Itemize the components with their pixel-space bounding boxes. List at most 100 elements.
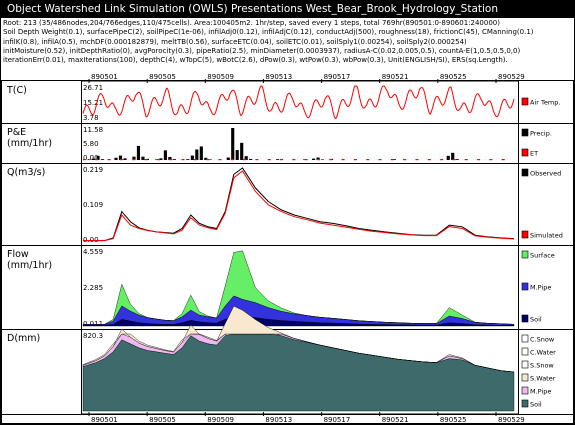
et-mark (267, 159, 271, 161)
precip-bar (91, 158, 96, 160)
et-mark (341, 159, 345, 161)
precip-bar (159, 158, 163, 160)
y-tick-label: 0.109 (83, 201, 103, 209)
precip-bar (163, 150, 167, 160)
et-mark (156, 159, 160, 161)
legend-label: Simulated (530, 232, 563, 240)
precip-bar (244, 156, 248, 160)
legend-label: Air Temp. (530, 99, 560, 107)
et-mark (230, 159, 234, 161)
legend-label: Precip. (530, 130, 552, 138)
legend-swatch (521, 373, 529, 382)
et-mark (255, 159, 259, 161)
legend-swatch (521, 282, 529, 291)
et-mark (83, 159, 86, 161)
series-observed (83, 167, 515, 242)
x-tick-label: 890517 (324, 416, 351, 424)
et-mark (292, 159, 296, 161)
precip-bar (141, 156, 145, 160)
et-mark (132, 159, 136, 161)
et-mark (119, 159, 123, 161)
et-mark (464, 159, 468, 161)
y-tick-label: 0.00 (83, 236, 99, 244)
panel-ylabel: Flow (7, 249, 29, 260)
precip-bar (190, 155, 194, 160)
y-tick-label: 0.219 (83, 166, 103, 174)
precip-bar (204, 157, 208, 160)
et-mark (378, 159, 382, 161)
precip-bar (320, 159, 325, 160)
area-surface-flow (83, 250, 515, 325)
x-tick-label: 890529 (498, 73, 525, 81)
et-mark (366, 159, 370, 161)
legend-label: Observed (530, 170, 561, 178)
y-tick-label: 5.80 (83, 140, 99, 148)
precip-bar (392, 159, 396, 160)
precip-bar (186, 159, 190, 160)
x-tick-label: 890521 (382, 73, 409, 81)
legend-swatch (521, 386, 529, 395)
info-line: iterationErr(0.01), maxIterations(100), … (3, 56, 508, 65)
et-mark (218, 159, 222, 161)
panel-ylabel: P&E (7, 127, 26, 138)
et-mark (501, 159, 505, 161)
et-mark (440, 159, 444, 161)
legend-swatch (521, 360, 529, 369)
et-mark (353, 159, 357, 161)
precip-bar (114, 157, 118, 160)
parameter-info: Root: 213 (35/486nodes,204/766edges,110/… (3, 19, 574, 65)
panel-ylabel: (mm/1hr) (7, 260, 52, 271)
panel-ylabel: (mm/1hr) (7, 138, 52, 149)
x-tick-label: 890525 (440, 416, 467, 424)
precip-bar (226, 157, 230, 160)
y-tick-label: 11.58 (83, 126, 103, 134)
et-mark (181, 159, 185, 161)
window-title: Object Watershed Link Simulation (OWLS) … (7, 3, 498, 15)
et-mark (95, 159, 99, 161)
panel-ylabel: D(mm) (7, 333, 40, 344)
precip-bar (168, 156, 172, 160)
legend-label: Surface (530, 252, 555, 260)
window-titlebar[interactable]: Object Watershed Link Simulation (OWLS) … (1, 1, 574, 18)
precip-bar (132, 156, 136, 160)
x-tick-label: 890501 (91, 73, 118, 81)
precip-bar (311, 158, 316, 160)
x-tick-label: 890525 (440, 73, 467, 81)
legend-swatch (521, 250, 529, 259)
precip-bar (451, 152, 455, 160)
et-mark (329, 159, 333, 161)
y-tick-label: 2.285 (83, 284, 103, 292)
x-tick-label: 890505 (149, 416, 176, 424)
et-mark (489, 159, 493, 161)
x-tick-label: 890521 (382, 416, 409, 424)
panel-ylabel: T(C) (6, 85, 27, 96)
legend-swatch (521, 168, 529, 177)
legend-swatch (521, 347, 529, 356)
x-tick-label: 890509 (207, 416, 234, 424)
precip-bar (100, 159, 105, 160)
precip-bar (172, 159, 176, 160)
precip-bar (455, 159, 459, 160)
legend-label: S.Snow (530, 362, 554, 370)
precip-bar (316, 157, 320, 160)
legend-label: C.Snow (530, 336, 555, 344)
x-tick-label: 890517 (324, 73, 351, 81)
precip-bar (240, 142, 244, 160)
x-tick-label: 890513 (265, 416, 292, 424)
precip-bar (208, 159, 212, 160)
series-air-temp (82, 85, 515, 120)
precip-bar (136, 145, 141, 160)
et-mark (107, 159, 111, 161)
precip-bar (154, 159, 158, 160)
precip-bar (199, 146, 203, 160)
et-mark (193, 159, 197, 161)
legend-label: ET (530, 150, 538, 158)
et-mark (415, 159, 419, 161)
et-mark (169, 159, 173, 161)
series-simulated (83, 170, 515, 242)
y-tick-label: 820.3 (83, 332, 103, 340)
legend-label: M.Pipe (530, 388, 551, 396)
legend-label: C.Water (530, 349, 556, 357)
x-tick-label: 890501 (91, 416, 118, 424)
